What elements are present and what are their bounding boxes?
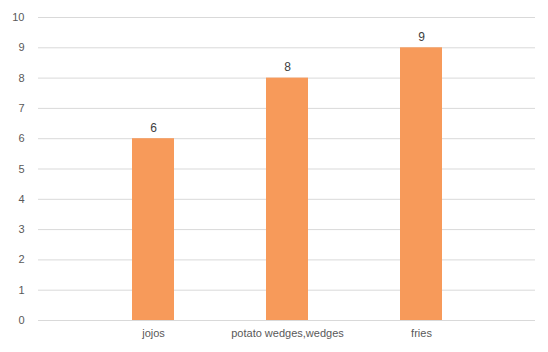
svg-text:4: 4 [18, 193, 24, 205]
svg-text:9: 9 [418, 30, 425, 44]
svg-text:3: 3 [18, 223, 24, 235]
svg-text:5: 5 [18, 163, 24, 175]
svg-text:7: 7 [18, 102, 24, 114]
svg-text:jojos: jojos [141, 327, 165, 339]
svg-text:0: 0 [18, 314, 24, 326]
svg-text:10: 10 [12, 11, 24, 23]
svg-text:fries: fries [411, 327, 432, 339]
svg-text:potato wedges,wedges: potato wedges,wedges [231, 327, 344, 339]
svg-text:8: 8 [18, 72, 24, 84]
svg-text:9: 9 [18, 41, 24, 53]
svg-text:6: 6 [18, 132, 24, 144]
svg-text:8: 8 [284, 60, 291, 74]
svg-text:2: 2 [18, 253, 24, 265]
svg-text:1: 1 [18, 284, 24, 296]
svg-text:6: 6 [150, 121, 157, 135]
